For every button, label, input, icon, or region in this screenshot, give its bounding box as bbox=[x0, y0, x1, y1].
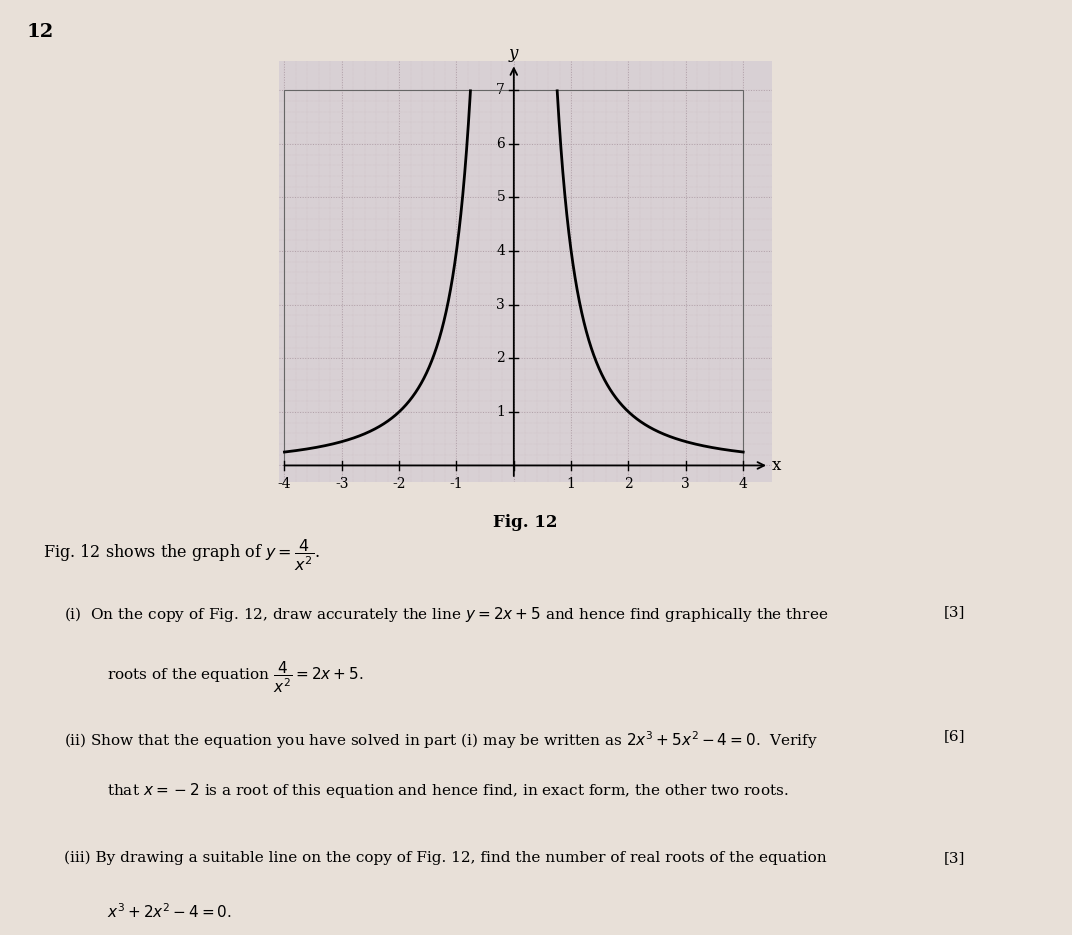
Text: -4: -4 bbox=[278, 477, 292, 491]
Text: roots of the equation $\dfrac{4}{x^2} = 2x + 5$.: roots of the equation $\dfrac{4}{x^2} = … bbox=[107, 659, 363, 695]
Text: [3]: [3] bbox=[943, 605, 965, 619]
Text: 2: 2 bbox=[624, 477, 632, 491]
Bar bbox=[284, 91, 743, 466]
Text: that $x = -2$ is a root of this equation and hence find, in exact form, the othe: that $x = -2$ is a root of this equation… bbox=[107, 781, 789, 799]
Text: 3: 3 bbox=[682, 477, 690, 491]
Text: -3: -3 bbox=[336, 477, 348, 491]
Text: Fig. 12: Fig. 12 bbox=[493, 514, 557, 531]
Text: 4: 4 bbox=[496, 244, 505, 258]
Text: (iii) By drawing a suitable line on the copy of Fig. 12, find the number of real: (iii) By drawing a suitable line on the … bbox=[64, 851, 827, 865]
Text: 3: 3 bbox=[496, 297, 505, 311]
Text: 5: 5 bbox=[496, 191, 505, 205]
Text: -2: -2 bbox=[392, 477, 406, 491]
Text: -1: -1 bbox=[449, 477, 463, 491]
Text: [6]: [6] bbox=[943, 729, 965, 743]
Text: 7: 7 bbox=[496, 83, 505, 97]
Text: 12: 12 bbox=[27, 23, 54, 41]
Text: 4: 4 bbox=[739, 477, 747, 491]
Text: $x^3 + 2x^2 - 4 = 0$.: $x^3 + 2x^2 - 4 = 0$. bbox=[107, 902, 233, 921]
Text: 1: 1 bbox=[496, 405, 505, 419]
Text: y: y bbox=[509, 46, 519, 63]
Text: (ii) Show that the equation you have solved in part (i) may be written as $2x^3 : (ii) Show that the equation you have sol… bbox=[64, 729, 818, 751]
Text: 2: 2 bbox=[496, 352, 505, 366]
Text: (i)  On the copy of Fig. 12, draw accurately the line $y = 2x + 5$ and hence fin: (i) On the copy of Fig. 12, draw accurat… bbox=[64, 605, 829, 624]
Text: x: x bbox=[772, 457, 781, 474]
Text: Fig. 12 shows the graph of $y = \dfrac{4}{x^2}$.: Fig. 12 shows the graph of $y = \dfrac{4… bbox=[43, 538, 319, 573]
Text: 1: 1 bbox=[567, 477, 576, 491]
Text: 6: 6 bbox=[496, 137, 505, 151]
Text: [3]: [3] bbox=[943, 851, 965, 865]
